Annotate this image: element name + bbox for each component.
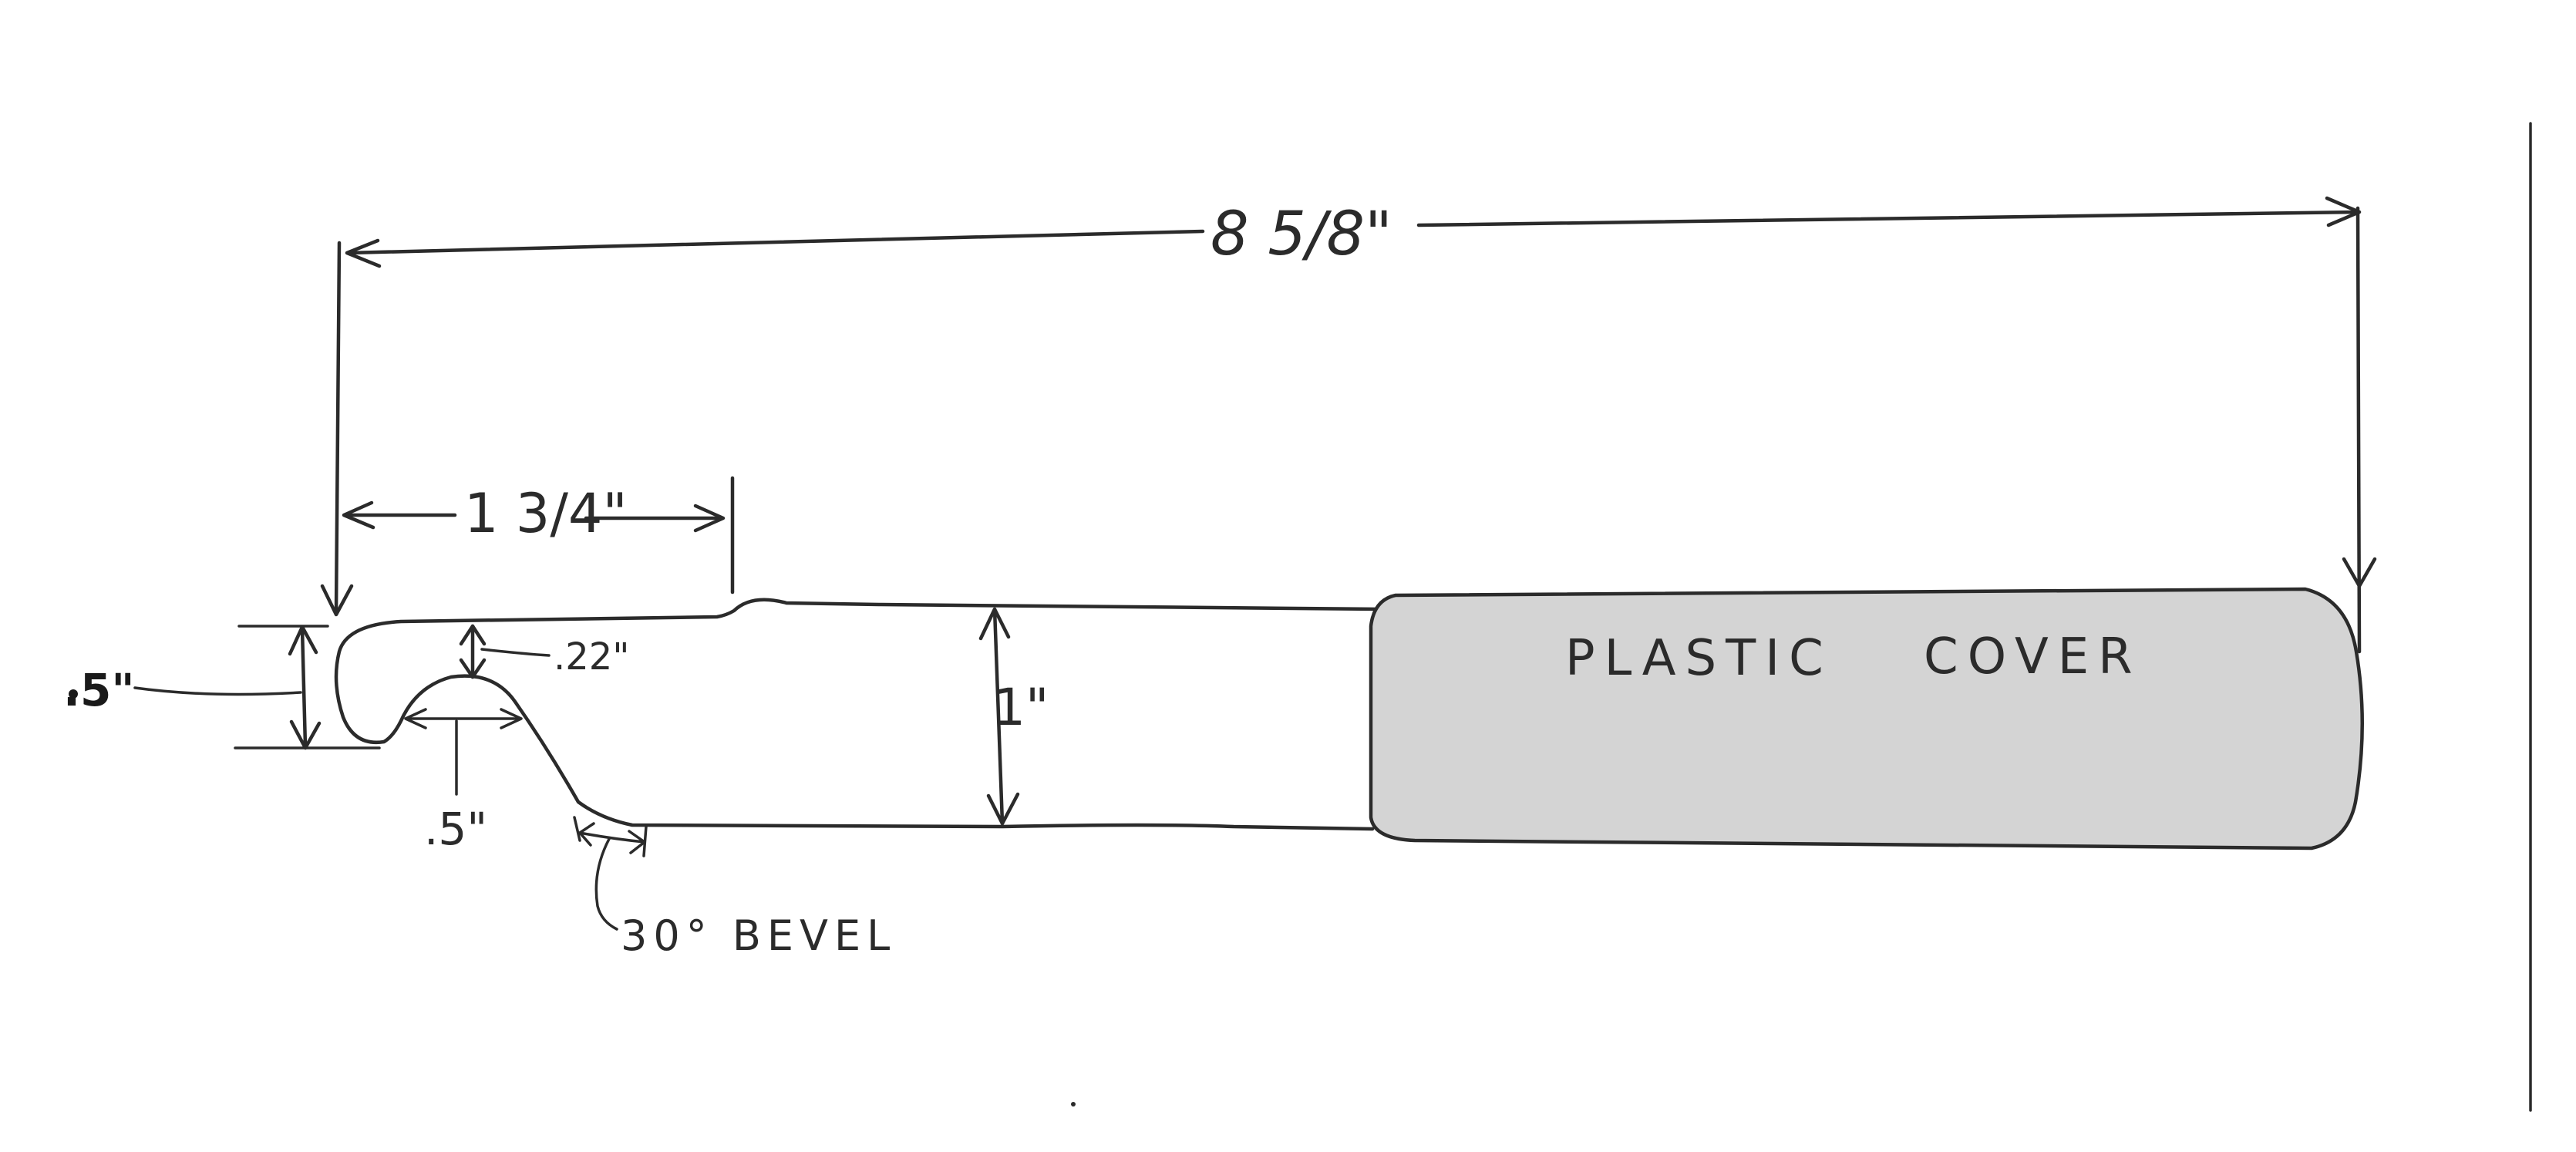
gap-width-arrow-left (404, 708, 427, 729)
overall-dim-line-right (1416, 210, 2360, 227)
overall-arrow-left (345, 238, 382, 268)
shank-dim-line (992, 607, 1005, 826)
plastic-cover-shape (1369, 587, 2364, 851)
hook-tip-height-label: .5" (63, 664, 135, 716)
gap-depth-leader (480, 648, 551, 657)
hook-gap-depth-dimension: .22" (459, 624, 629, 679)
overall-length-label: 8 5/8" (1211, 200, 1392, 269)
hook-section-label: 1 3/4" (464, 482, 628, 545)
hook-arrow-left (342, 500, 375, 530)
hook-gap-width-label: .5" (424, 803, 487, 855)
tip-arrow-top (288, 625, 318, 656)
bevel-arc (578, 831, 646, 844)
overall-dim-line-left (346, 229, 1205, 255)
overall-extension-left-arrow (320, 584, 354, 617)
overall-length-dimension: 8 5/8" (320, 196, 2377, 654)
tip-leader (133, 686, 302, 696)
plastic-cover: PLASTIC COVER (1369, 587, 2364, 851)
bevel-tick-left (573, 816, 581, 842)
overall-extension-right (2355, 206, 2362, 654)
tip-dim-line (300, 626, 308, 749)
hook-section-dimension: 1 3/4" (342, 476, 735, 595)
hook-arrow-right (693, 504, 726, 533)
hook-tip-height-dimension: .5" (63, 625, 381, 750)
cover-label-word-1: PLASTIC (1565, 630, 1833, 687)
bevel-arrow-right (628, 830, 646, 854)
shank-arrow-bottom (986, 792, 1020, 826)
stray-dot (1071, 1102, 1076, 1107)
tip-arrow-bottom (289, 719, 322, 750)
shank-height-label: 1" (993, 678, 1049, 737)
gap-depth-arrow-top (459, 624, 487, 646)
shank-arrow-top (978, 607, 1011, 641)
bevel-label: 30° BEVEL (621, 911, 896, 960)
tool-body (334, 598, 1382, 831)
bevel-dimension: 30° BEVEL (573, 816, 896, 960)
tip-leader-dot (69, 689, 78, 699)
hook-gap-depth-label: .22" (554, 635, 629, 679)
bevel-leader (594, 837, 618, 931)
gap-width-arrow-right (500, 708, 523, 729)
shank-height-dimension: 1" (978, 607, 1049, 826)
gap-depth-arrow-bottom (459, 658, 487, 679)
tool-body-outline (334, 598, 1382, 831)
bevel-arrow-left (578, 822, 595, 847)
overall-extension-left (334, 241, 342, 615)
cover-label-word-2: COVER (1924, 628, 2142, 685)
hook-gap-width-dimension: .5" (404, 708, 523, 855)
overall-extension-right-arrow (2342, 557, 2377, 588)
paper-marks (1071, 122, 2532, 1112)
